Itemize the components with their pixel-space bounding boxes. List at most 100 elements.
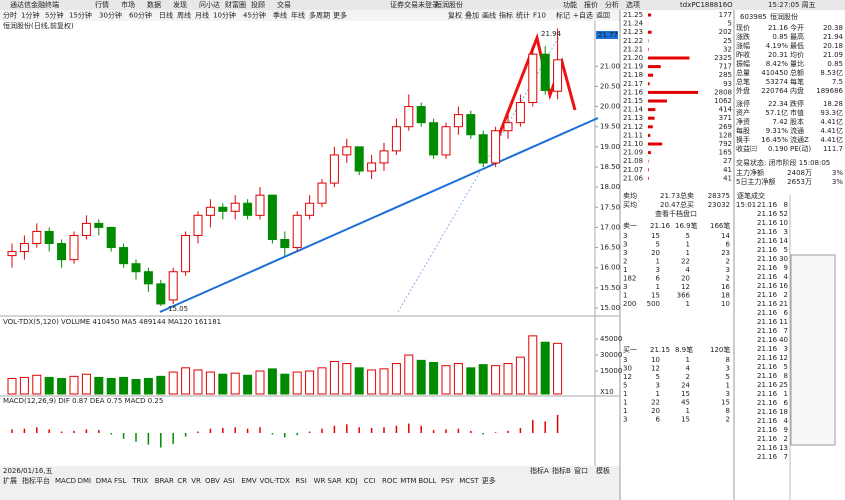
indicator-tab[interactable]: SAR <box>327 477 341 485</box>
tick-cell: 21.16 <box>757 210 778 218</box>
depth-cell: 12 <box>681 283 690 291</box>
y-tick-label: 15000 <box>600 367 622 375</box>
price-level: 21.21 <box>623 45 643 53</box>
period-tab[interactable]: 15分钟 <box>69 11 92 20</box>
period-tab[interactable]: 45分钟 <box>243 11 266 20</box>
tool-button[interactable]: 叠加 <box>465 11 479 20</box>
period-tab[interactable]: 年线 <box>291 11 305 20</box>
indicator-tab[interactable]: RSI <box>295 477 306 485</box>
volume-bar <box>329 360 339 395</box>
candle-body <box>193 214 203 236</box>
period-tab[interactable]: 更多 <box>333 11 347 20</box>
period-tab[interactable]: 1分钟 <box>21 11 39 20</box>
y-tick-label: 17.00 <box>600 223 620 231</box>
quote-cell: 总量 <box>736 68 750 77</box>
tool-button[interactable]: 统计 <box>516 11 530 20</box>
period-tab[interactable]: 月线 <box>195 11 209 20</box>
depth-link[interactable]: 查看千档盘口 <box>655 209 697 218</box>
quote-cell: 4.41亿 <box>820 117 843 126</box>
indicator-tab[interactable]: PSY <box>441 477 455 485</box>
depth-cell: 8 <box>726 407 730 415</box>
low-label: 15.05 <box>168 305 188 313</box>
high-label: 21.94 <box>541 30 562 38</box>
quote-cell: 换手 <box>736 135 750 144</box>
indicator-tab[interactable]: VR <box>191 477 201 485</box>
indicator-tab[interactable]: BOLL <box>418 477 436 485</box>
period-tab[interactable]: 30分钟 <box>99 11 122 20</box>
indicator-tab[interactable]: 更多 <box>482 476 496 485</box>
indicator-tab[interactable]: TRIX <box>131 477 148 485</box>
tool-button[interactable]: +自选 <box>573 11 593 20</box>
period-tab[interactable]: 日线 <box>159 11 173 20</box>
quote-cell: 昨收 <box>736 50 750 59</box>
account-id: tdxPC188816O <box>680 1 733 9</box>
period-tab[interactable]: 多周期 <box>309 11 330 20</box>
period-tab[interactable]: 周线 <box>177 11 191 20</box>
indicator-tab[interactable]: OBV <box>205 477 220 485</box>
period-tab[interactable]: 季线 <box>273 11 287 20</box>
tick-cell: 8 <box>784 372 788 380</box>
depth-summary: 卖均 <box>623 191 637 200</box>
depth-cell: 5 <box>686 232 690 240</box>
tool-button[interactable]: 复权 <box>448 11 462 20</box>
tick-cell: 40 <box>779 336 788 344</box>
window-tab[interactable]: 指标A <box>530 466 549 475</box>
window-tab[interactable]: 窗口 <box>574 466 588 475</box>
tool-button[interactable]: F10 <box>533 12 546 20</box>
indicator-tab[interactable]: CCI <box>364 477 376 485</box>
indicator-tab[interactable]: ASI <box>223 477 234 485</box>
indicator-tab[interactable]: 指标平台 <box>22 476 50 485</box>
tool-button[interactable]: 指标 <box>499 11 513 20</box>
window-tab[interactable]: 指标B <box>552 466 571 475</box>
volume-bar <box>503 363 513 395</box>
capital-flow: 3% <box>832 169 843 177</box>
indicator-tab[interactable]: VOL-TDX <box>260 477 291 485</box>
quote-cell: 涨停 <box>736 99 750 108</box>
price-level: 21.07 <box>623 166 643 174</box>
capital-flow: 5日主力净额 <box>736 177 775 186</box>
indicator-tab[interactable]: 扩展 <box>3 476 17 485</box>
indicator-tab[interactable]: KDJ <box>346 477 358 485</box>
period-tab[interactable]: 5分钟 <box>45 11 63 20</box>
tool-button[interactable]: 返回 <box>596 12 610 20</box>
drawing-tool-panel[interactable] <box>790 254 836 446</box>
tick-cell: 21.16 <box>757 300 778 308</box>
tick-cell: 21.16 <box>757 399 778 407</box>
period-tab[interactable]: 分时 <box>3 11 17 20</box>
indicator-tab[interactable]: MCST <box>459 477 479 485</box>
indicator-tab[interactable]: EMV <box>241 477 256 485</box>
volume-bar <box>168 371 178 395</box>
depth-cell: 20 <box>651 407 660 415</box>
indicator-tab[interactable]: MTM <box>400 477 416 485</box>
indicator-tab[interactable]: DMA <box>96 477 112 485</box>
indicator-tab[interactable]: DMI <box>78 477 92 485</box>
tick-cell: 30 <box>779 255 788 263</box>
tick-cell: 21.16 <box>757 246 778 254</box>
quote-cell: 4.41亿 <box>820 126 843 135</box>
depth-header: 21.15 <box>650 346 670 354</box>
tool-button[interactable]: 画线 <box>482 11 496 20</box>
volume-at-price-label: 792 <box>719 140 732 148</box>
period-tab[interactable]: 60分钟 <box>129 11 152 20</box>
tick-cell: 21.16 <box>757 228 778 236</box>
candle-body <box>429 122 439 156</box>
depth-cell: 45 <box>681 399 690 407</box>
depth-cell: 6 <box>726 241 731 249</box>
indicator-tab[interactable]: WR <box>314 477 326 485</box>
indicator-tab[interactable]: CR <box>177 477 187 485</box>
capital-flow: 3% <box>832 178 843 186</box>
login-status: 证券交易未登录 <box>390 0 439 9</box>
indicator-tab[interactable]: BRAR <box>155 477 174 485</box>
indicator-tab[interactable]: MACD <box>55 477 76 485</box>
window-tab[interactable]: 模板 <box>596 466 610 475</box>
price-level: 21.12 <box>623 123 643 131</box>
depth-cell: 182 <box>623 275 636 283</box>
period-tab[interactable]: 10分钟 <box>213 11 236 20</box>
price-level: 21.24 <box>623 20 644 28</box>
indicator-tab[interactable]: ROC <box>382 477 397 485</box>
price-level: 21.06 <box>623 174 644 182</box>
tick-cell: 21.16 <box>757 354 778 362</box>
indicator-tab[interactable]: FSL <box>114 477 126 485</box>
tool-button[interactable]: 标记 <box>556 11 570 20</box>
menu-bar <box>0 0 845 10</box>
